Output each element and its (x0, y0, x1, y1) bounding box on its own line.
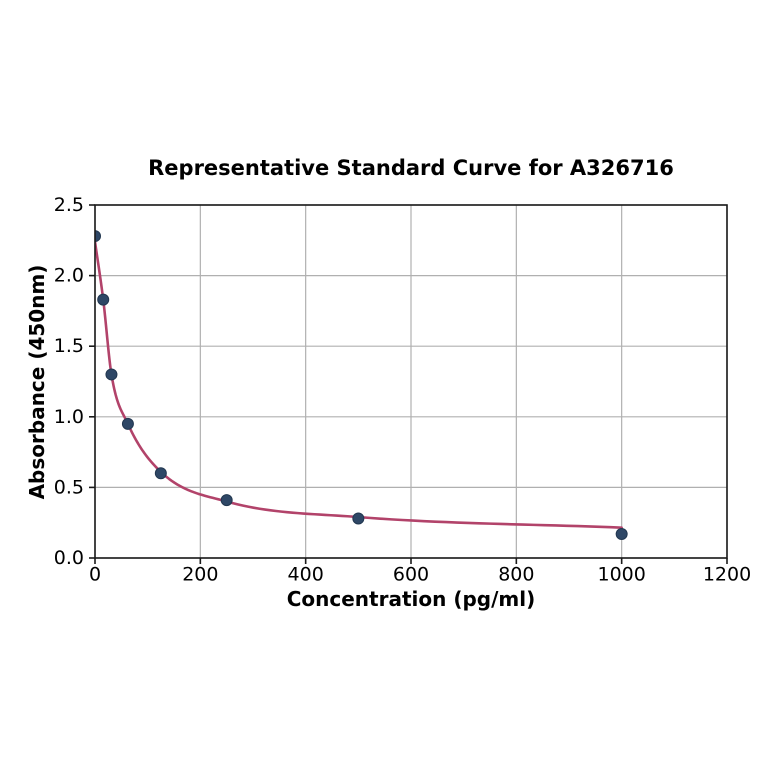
fit-curve (95, 240, 623, 529)
data-point (615, 527, 628, 540)
x-axis-label: Concentration (pg/ml) (286, 587, 536, 611)
x-tick-label: 400 (288, 564, 324, 586)
x-tick-label: 600 (393, 564, 429, 586)
y-tick-label: 1.0 (54, 406, 84, 428)
data-point (95, 230, 101, 243)
chart-title: Representative Standard Curve for A32671… (148, 156, 674, 180)
data-point (220, 494, 233, 507)
y-tick-label: 2.0 (54, 265, 84, 287)
data-point (352, 512, 365, 525)
fit-curve-layer (95, 240, 623, 529)
x-tick-label: 200 (182, 564, 218, 586)
data-point (105, 368, 118, 381)
data-points-layer (95, 230, 628, 540)
data-point (154, 467, 167, 480)
gridlines (94, 204, 728, 559)
x-tick-label: 1200 (703, 564, 751, 586)
y-tick-label: 2.5 (54, 194, 84, 216)
y-tick-label: 0.5 (54, 476, 84, 498)
y-tick-label: 1.5 (54, 335, 84, 357)
x-tick-label: 0 (89, 564, 101, 586)
data-point (97, 293, 110, 306)
x-tick-label: 800 (498, 564, 534, 586)
x-tick-label: 1000 (597, 564, 645, 586)
tick-labels: 0 200 400 600 800 1000 1200 0.0 0.5 1.0 1.5 2.0 2.5 (54, 194, 751, 586)
axis-ticks (89, 204, 728, 564)
y-tick-label: 0.0 (54, 547, 84, 569)
data-point (121, 417, 134, 430)
